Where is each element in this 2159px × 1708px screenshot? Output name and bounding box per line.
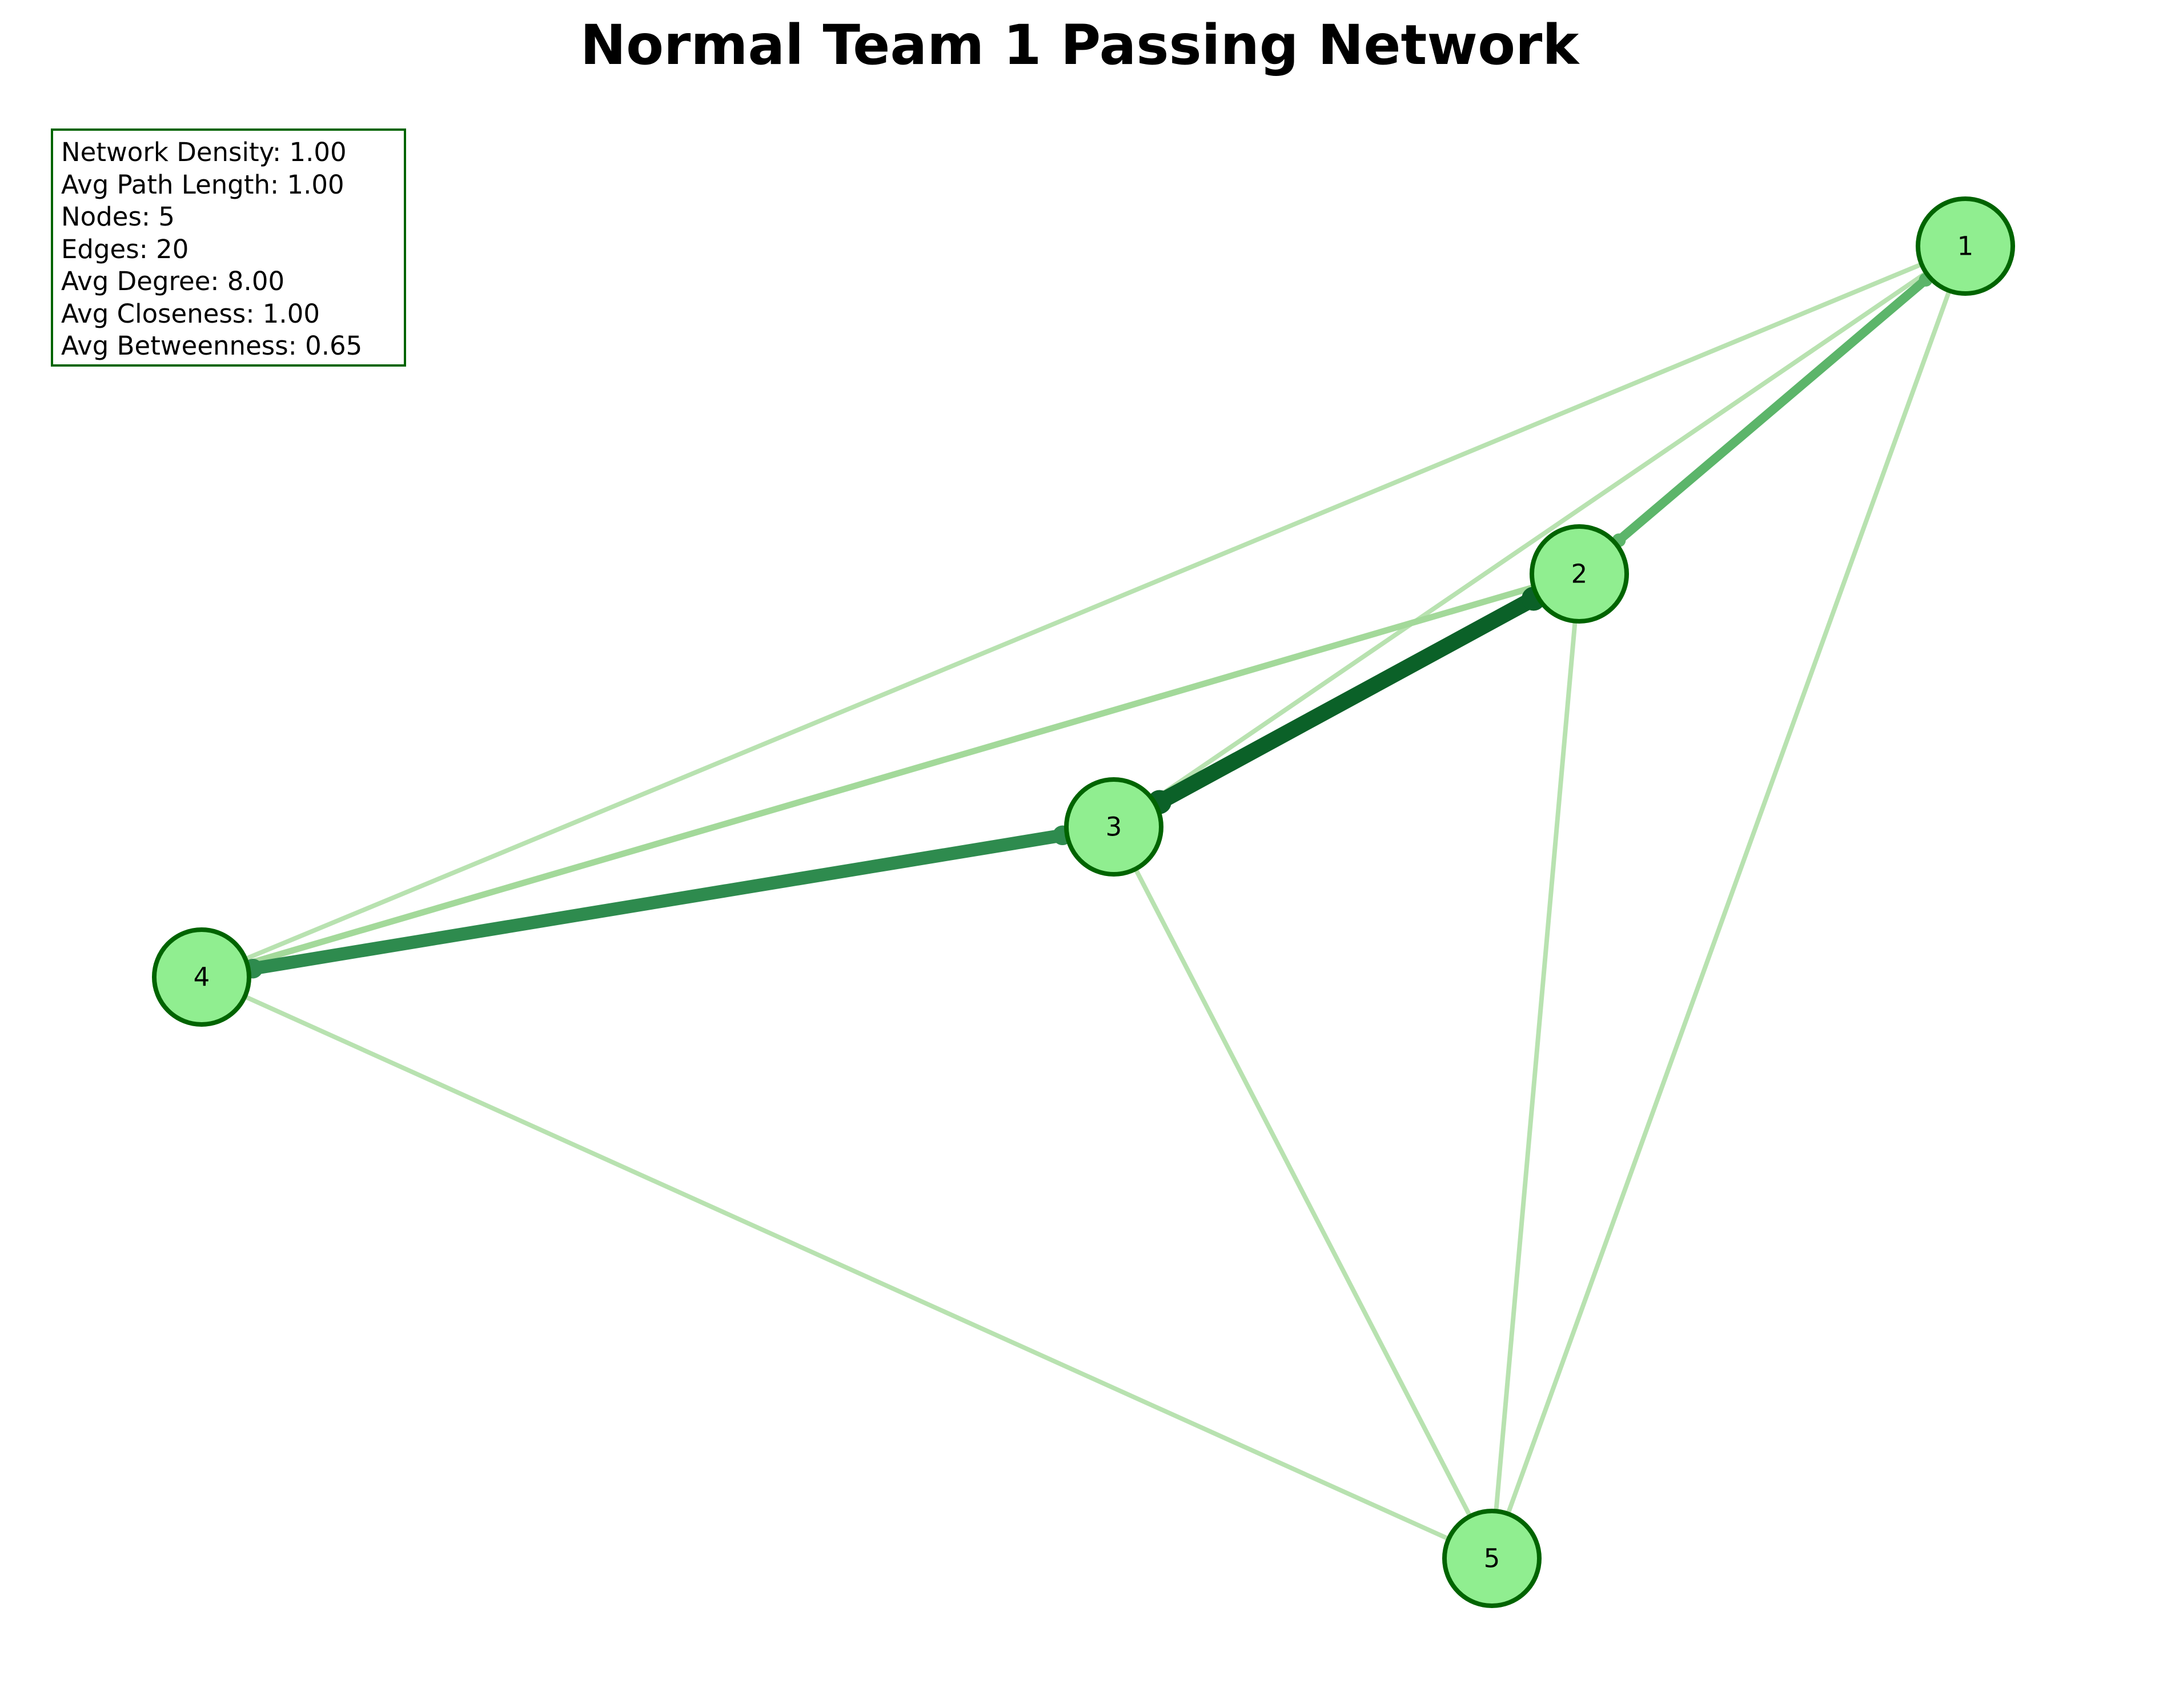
node-2: 2 [1530, 524, 1629, 624]
node-circle [1916, 196, 2015, 296]
stat-avg-degree: Avg Degree: 8.00 [61, 266, 285, 296]
node-label: 1 [1957, 231, 1974, 262]
edge-1-4 [199, 244, 1968, 979]
node-circle [1064, 777, 1163, 877]
node-layer: 1 2 3 4 5 [152, 196, 2015, 1608]
node-circle [152, 927, 251, 1027]
stat-avg-closeness: Avg Closeness: 1.00 [61, 298, 320, 329]
stat-nodes: Nodes: 5 [61, 202, 175, 232]
node-5: 5 [1442, 1509, 1542, 1608]
node-label: 4 [194, 962, 210, 992]
network-stats-box: Network Density: 1.00 Avg Path Length: 1… [51, 128, 406, 367]
edge-1-5 [1490, 244, 1968, 1561]
stat-avg-path-length: Avg Path Length: 1.00 [61, 169, 344, 200]
node-3: 3 [1064, 777, 1163, 877]
edge-2-4 [198, 570, 1583, 980]
stat-edges: Edges: 20 [61, 234, 189, 264]
node-4: 4 [152, 927, 251, 1027]
stat-network-density: Network Density: 1.00 [61, 137, 347, 167]
node-1: 1 [1916, 196, 2015, 296]
edge-layer [195, 242, 1970, 1561]
stat-avg-betweenness: Avg Betweenness: 0.65 [61, 331, 363, 361]
edge-2-5 [1490, 572, 1582, 1561]
node-label: 2 [1571, 559, 1588, 589]
node-label: 3 [1106, 812, 1122, 842]
edge-3-5 [1111, 825, 1494, 1561]
chart-title: Normal Team 1 Passing Network [580, 13, 1579, 77]
edge-4-5 [199, 975, 1494, 1561]
edge-1-2 [1575, 242, 1970, 578]
edge-2-3 [1106, 566, 1587, 835]
node-label: 5 [1484, 1544, 1500, 1574]
edge-3-4 [195, 820, 1121, 984]
node-circle [1442, 1509, 1542, 1608]
edge-1-3 [1111, 244, 1968, 829]
node-circle [1530, 524, 1629, 624]
